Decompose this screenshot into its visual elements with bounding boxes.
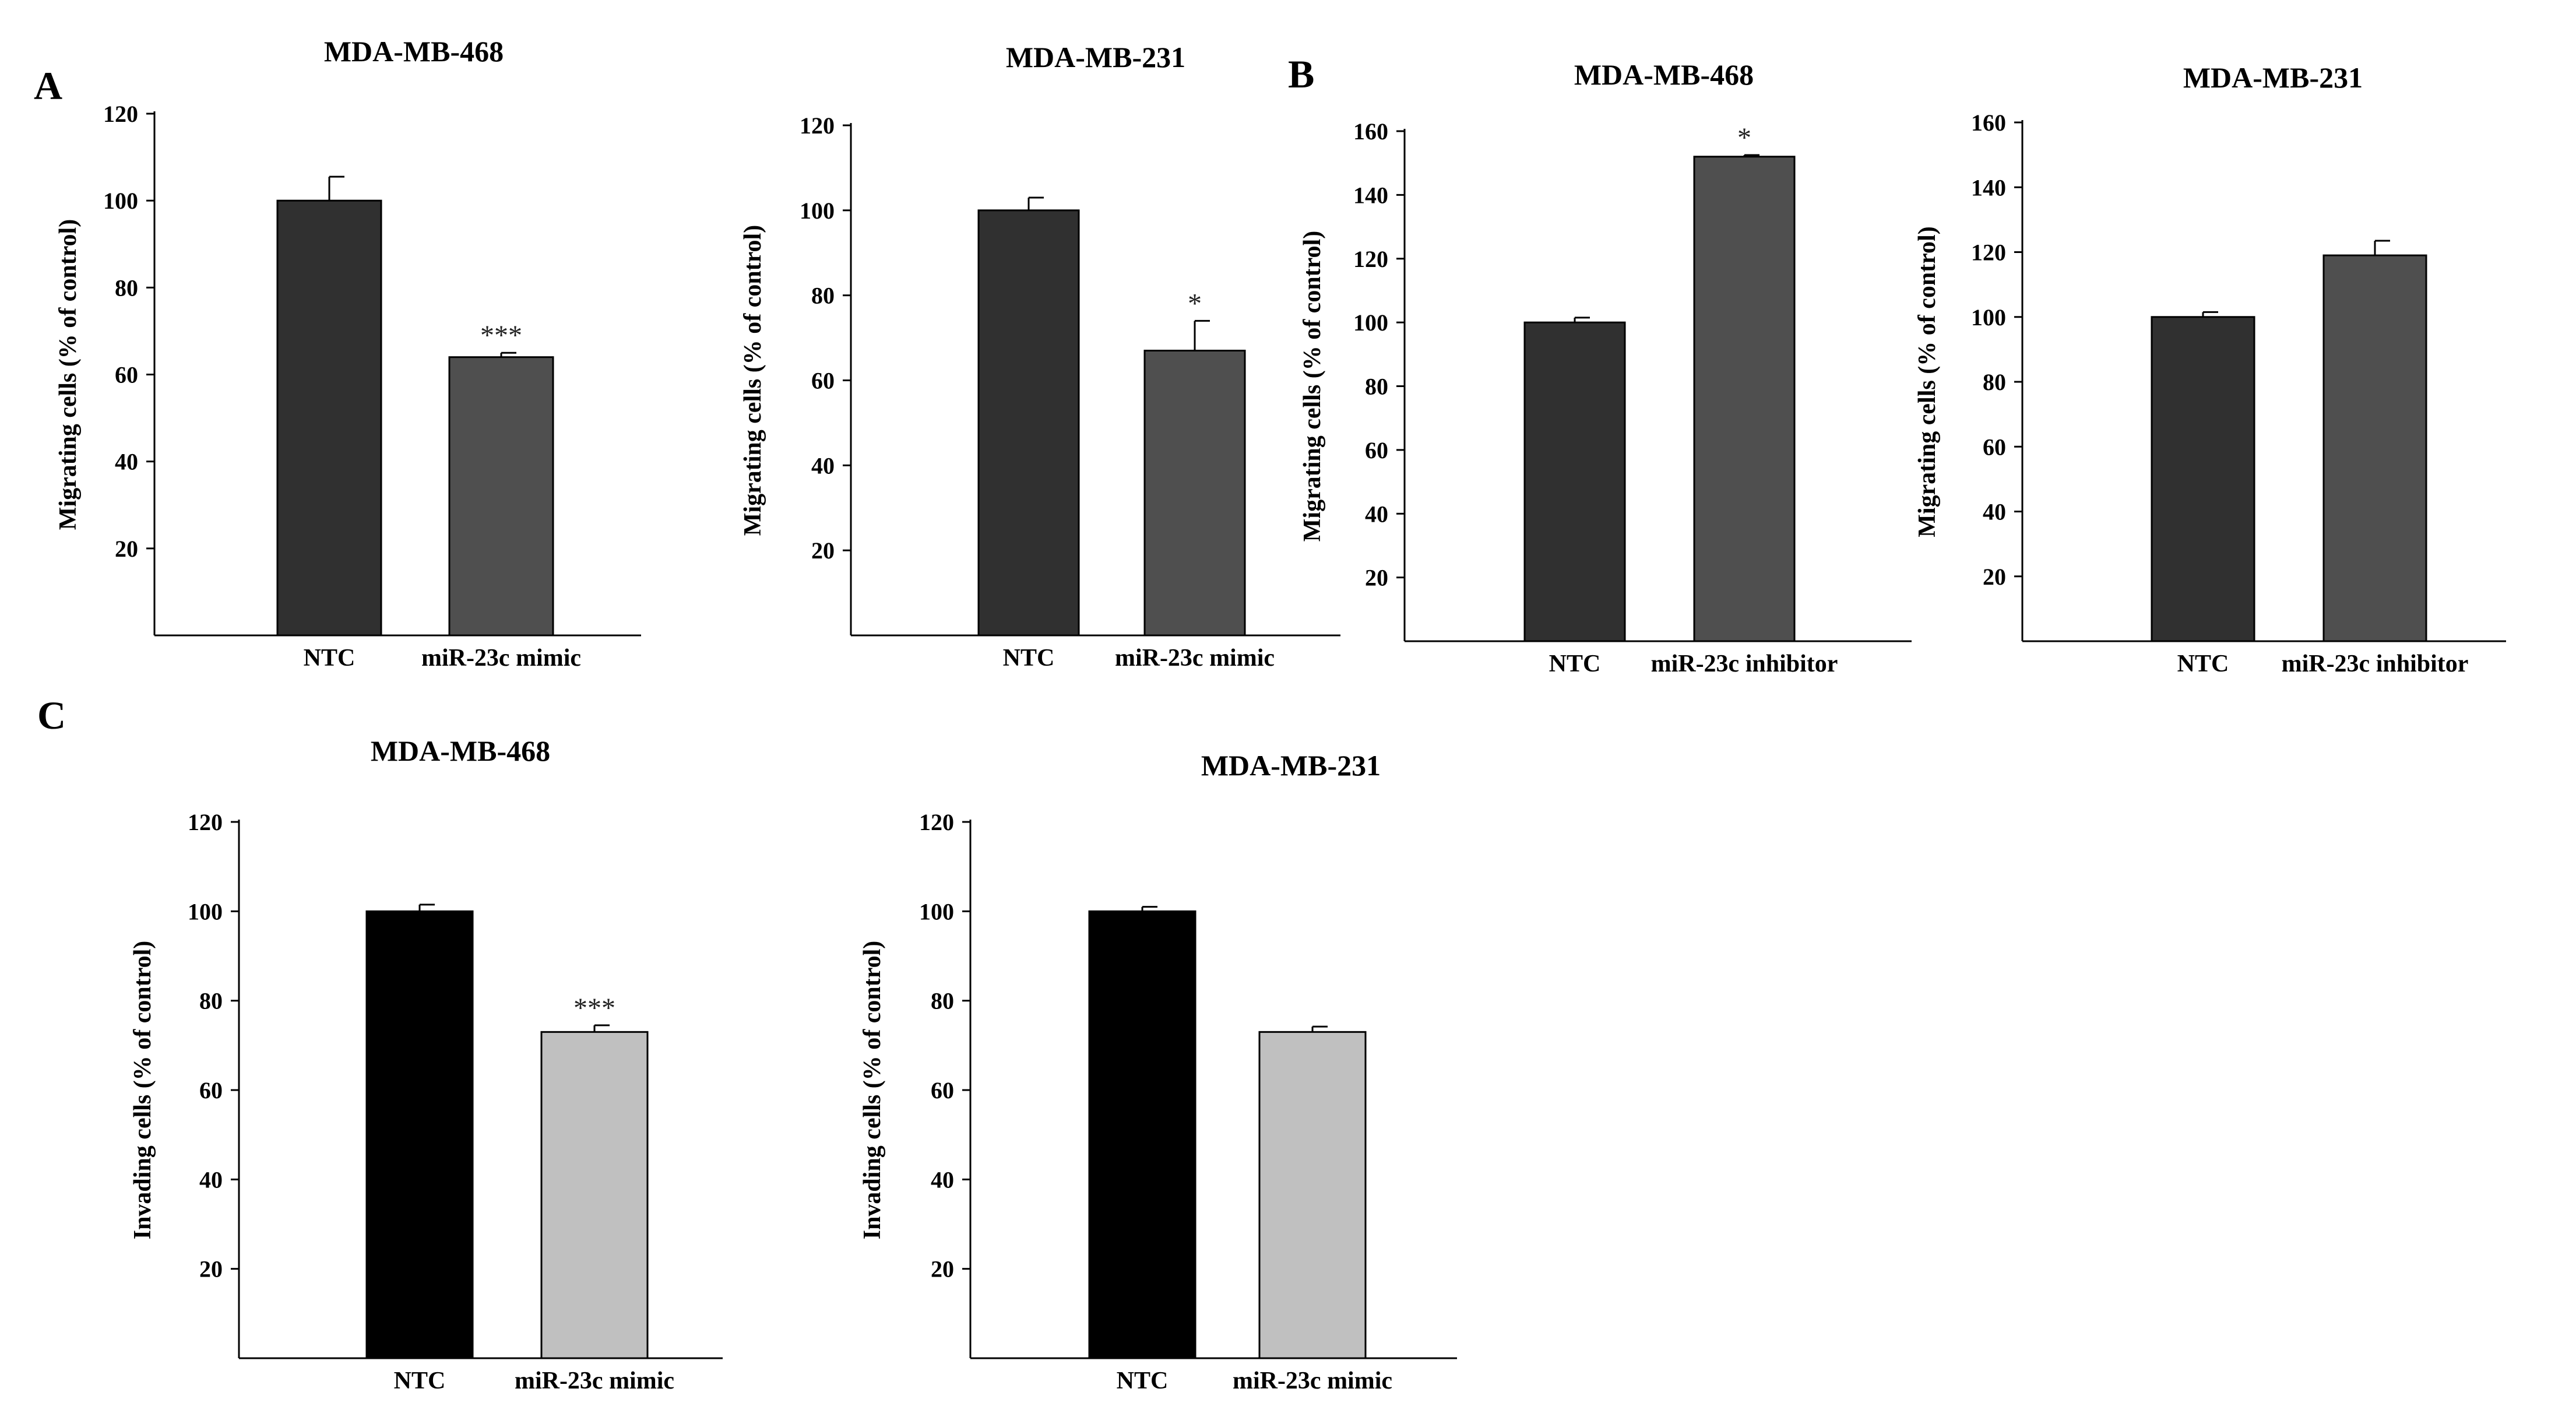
bar [365, 910, 474, 1359]
y-tick-label: 80 [811, 283, 835, 309]
y-axis-label: Invading cells (% of control) [129, 941, 156, 1240]
y-tick-label: 60 [1365, 437, 1388, 463]
y-tick-label: 100 [1971, 304, 2006, 331]
y-tick-label: 120 [919, 809, 954, 835]
chart-6: MDA-MB-231 Invading cells (% of control) 2… [859, 749, 1457, 1394]
chart-title: MDA-MB-468 [324, 35, 504, 68]
y-tick-label: 100 [1353, 310, 1388, 336]
x-category-label: NTC [1549, 651, 1601, 677]
y-axis-label: Migrating cells (% of control) [1914, 226, 1941, 537]
chart-title: MDA-MB-231 [1006, 41, 1185, 73]
y-tick-label: 40 [931, 1166, 954, 1193]
y-tick-label: 40 [1365, 501, 1388, 527]
bar [977, 209, 1080, 637]
bar [1523, 321, 1626, 642]
y-tick-label: 80 [1983, 369, 2006, 395]
x-category-label: miR-23c inhibitor [2282, 651, 2469, 677]
y-axis-label: Invading cells (% of control) [859, 941, 886, 1240]
y-tick-label: 20 [115, 536, 138, 562]
y-tick-label: 20 [1365, 565, 1388, 591]
y-tick-label: 60 [199, 1077, 223, 1103]
y-tick-label: 20 [931, 1256, 954, 1282]
y-tick-label: 140 [1971, 174, 2006, 201]
y-tick-label: 20 [811, 537, 835, 564]
bar [276, 199, 382, 637]
chart-1: MDA-MB-468 Migrating cells (% of control)… [55, 35, 641, 672]
y-tick-label: 80 [1365, 374, 1388, 400]
bar [540, 1031, 649, 1359]
x-category-label: NTC [394, 1368, 446, 1394]
y-tick-label: 60 [811, 368, 835, 394]
y-tick-label: 160 [1353, 118, 1388, 145]
y-tick-label: 100 [188, 898, 223, 925]
x-category-label: miR-23c mimic [1115, 645, 1275, 672]
bar [1088, 910, 1196, 1359]
y-tick-label: 40 [199, 1166, 223, 1193]
bar [2151, 316, 2255, 642]
y-tick-label: 120 [1353, 246, 1388, 272]
x-category-label: miR-23c mimic [515, 1368, 674, 1394]
chart-3: MDA-MB-468 Migrating cells (% of control)… [1299, 58, 1912, 677]
y-axis-label: Migrating cells (% of control) [55, 219, 82, 530]
bar [2322, 254, 2427, 642]
significance-label: * [1188, 288, 1202, 319]
x-category-label: NTC [304, 645, 356, 672]
y-tick-label: 100 [103, 188, 138, 214]
y-tick-label: 80 [199, 988, 223, 1014]
y-tick-label: 40 [811, 452, 835, 479]
y-tick-label: 80 [931, 988, 954, 1014]
chart-4: MDA-MB-231 Migrating cells (% of control)… [1914, 61, 2506, 677]
significance-label: * [1737, 122, 1751, 153]
panel-label-a: A [34, 64, 62, 108]
chart-2: MDA-MB-231 Migrating cells (% of control)… [740, 41, 1340, 672]
chart-5: MDA-MB-468 Invading cells (% of control) 2… [129, 734, 723, 1394]
y-tick-label: 120 [103, 101, 138, 127]
bar [448, 356, 554, 637]
x-category-label: miR-23c mimic [421, 645, 581, 672]
bar [1143, 349, 1246, 637]
bar [1693, 156, 1796, 642]
y-tick-label: 120 [1971, 240, 2006, 266]
y-tick-label: 60 [931, 1077, 954, 1103]
y-tick-label: 60 [115, 362, 138, 388]
y-axis-label: Migrating cells (% of control) [1299, 231, 1326, 542]
y-tick-label: 140 [1353, 182, 1388, 208]
y-tick-label: 80 [115, 275, 138, 301]
y-tick-label: 20 [1983, 564, 2006, 590]
y-tick-label: 100 [919, 898, 954, 925]
chart-title: MDA-MB-231 [2183, 61, 2363, 94]
panel-label-c: C [37, 693, 66, 737]
y-tick-label: 40 [115, 449, 138, 475]
chart-title: MDA-MB-468 [371, 734, 550, 767]
x-category-label: NTC [1003, 645, 1055, 672]
y-tick-label: 120 [800, 113, 835, 139]
bar [1258, 1031, 1367, 1359]
x-category-label: NTC [2177, 651, 2229, 677]
significance-label: *** [480, 320, 522, 351]
significance-label: *** [573, 993, 615, 1024]
y-tick-label: 100 [800, 198, 835, 224]
x-category-label: miR-23c inhibitor [1651, 651, 1838, 677]
y-tick-label: 60 [1983, 434, 2006, 460]
x-category-label: miR-23c mimic [1233, 1368, 1392, 1394]
panel-label-b: B [1288, 52, 1314, 96]
chart-title: MDA-MB-468 [1574, 58, 1754, 91]
x-category-label: NTC [1117, 1368, 1169, 1394]
y-tick-label: 160 [1971, 110, 2006, 136]
charts-group: MDA-MB-468 Migrating cells (% of control)… [55, 35, 2506, 1394]
y-tick-label: 120 [188, 809, 223, 835]
y-axis-label: Migrating cells (% of control) [740, 225, 766, 536]
chart-title: MDA-MB-231 [1201, 749, 1381, 782]
y-tick-label: 20 [199, 1256, 223, 1282]
y-tick-label: 40 [1983, 499, 2006, 525]
